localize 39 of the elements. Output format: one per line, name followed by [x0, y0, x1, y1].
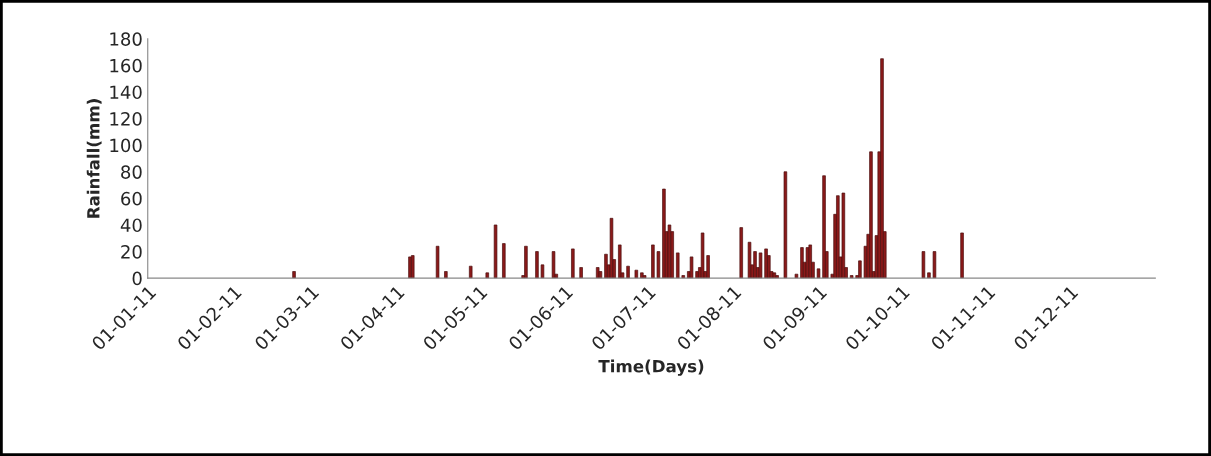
y-tick-label: 120 — [110, 112, 142, 126]
y-tick-label: 20 — [121, 245, 142, 259]
x-axis-title: Time(Days) — [598, 359, 704, 376]
bar — [493, 224, 498, 279]
bar — [739, 227, 743, 279]
bar — [598, 271, 603, 279]
bar — [468, 265, 473, 279]
y-tick-label: 0 — [132, 271, 142, 286]
bar — [849, 275, 854, 279]
y-axis-title: Rainfall(mm) — [86, 99, 102, 218]
y-tick-label: 100 — [110, 138, 142, 153]
y-tick-label: 80 — [121, 165, 142, 179]
bar — [435, 245, 440, 279]
bar — [571, 248, 575, 279]
bar — [524, 245, 528, 279]
bar — [640, 272, 644, 279]
y-tick-label: 140 — [110, 85, 142, 100]
bar — [579, 267, 583, 279]
bar — [794, 273, 799, 279]
bar — [551, 251, 556, 279]
bar — [869, 151, 873, 279]
bar — [634, 269, 639, 279]
y-tick-label: 60 — [121, 191, 142, 206]
bar — [485, 272, 489, 279]
bar — [960, 232, 964, 279]
bar — [880, 58, 884, 279]
bar — [800, 247, 804, 279]
bar — [921, 251, 926, 279]
y-tick-label: 180 — [110, 32, 142, 46]
bar — [689, 256, 694, 279]
bar — [444, 271, 448, 279]
bar — [618, 244, 622, 279]
bar — [502, 243, 506, 279]
y-tick-label: 40 — [120, 218, 142, 233]
bar — [775, 275, 779, 279]
y-tick-label: 160 — [110, 58, 142, 73]
bar — [642, 275, 647, 279]
bar — [292, 271, 296, 279]
bar — [783, 171, 788, 279]
